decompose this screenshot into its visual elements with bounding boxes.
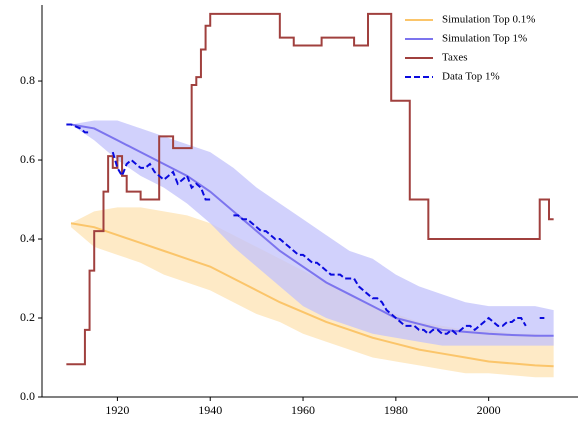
y-tick-label: 0.4 [20,231,35,245]
x-tick-label: 1940 [198,403,222,417]
y-tick-label: 0.8 [20,73,35,87]
y-tick-label: 0.6 [20,152,35,166]
legend-label: Simulation Top 0.1% [442,14,535,26]
y-tick-label: 0.0 [20,389,35,403]
legend-label: Taxes [442,52,468,64]
series-line [70,222,554,368]
x-tick-label: 1920 [105,403,129,417]
y-tick-label: 0.2 [20,310,35,324]
x-tick-label: 1980 [384,403,408,417]
series-line [66,123,545,336]
series-line [66,12,554,366]
confidence-band [71,120,554,346]
x-tick-label: 2000 [477,403,501,417]
series-line [70,123,554,337]
legend-label: Data Top 1% [442,71,500,83]
legend-label: Simulation Top 1% [442,33,527,45]
x-tick-label: 1960 [291,403,315,417]
